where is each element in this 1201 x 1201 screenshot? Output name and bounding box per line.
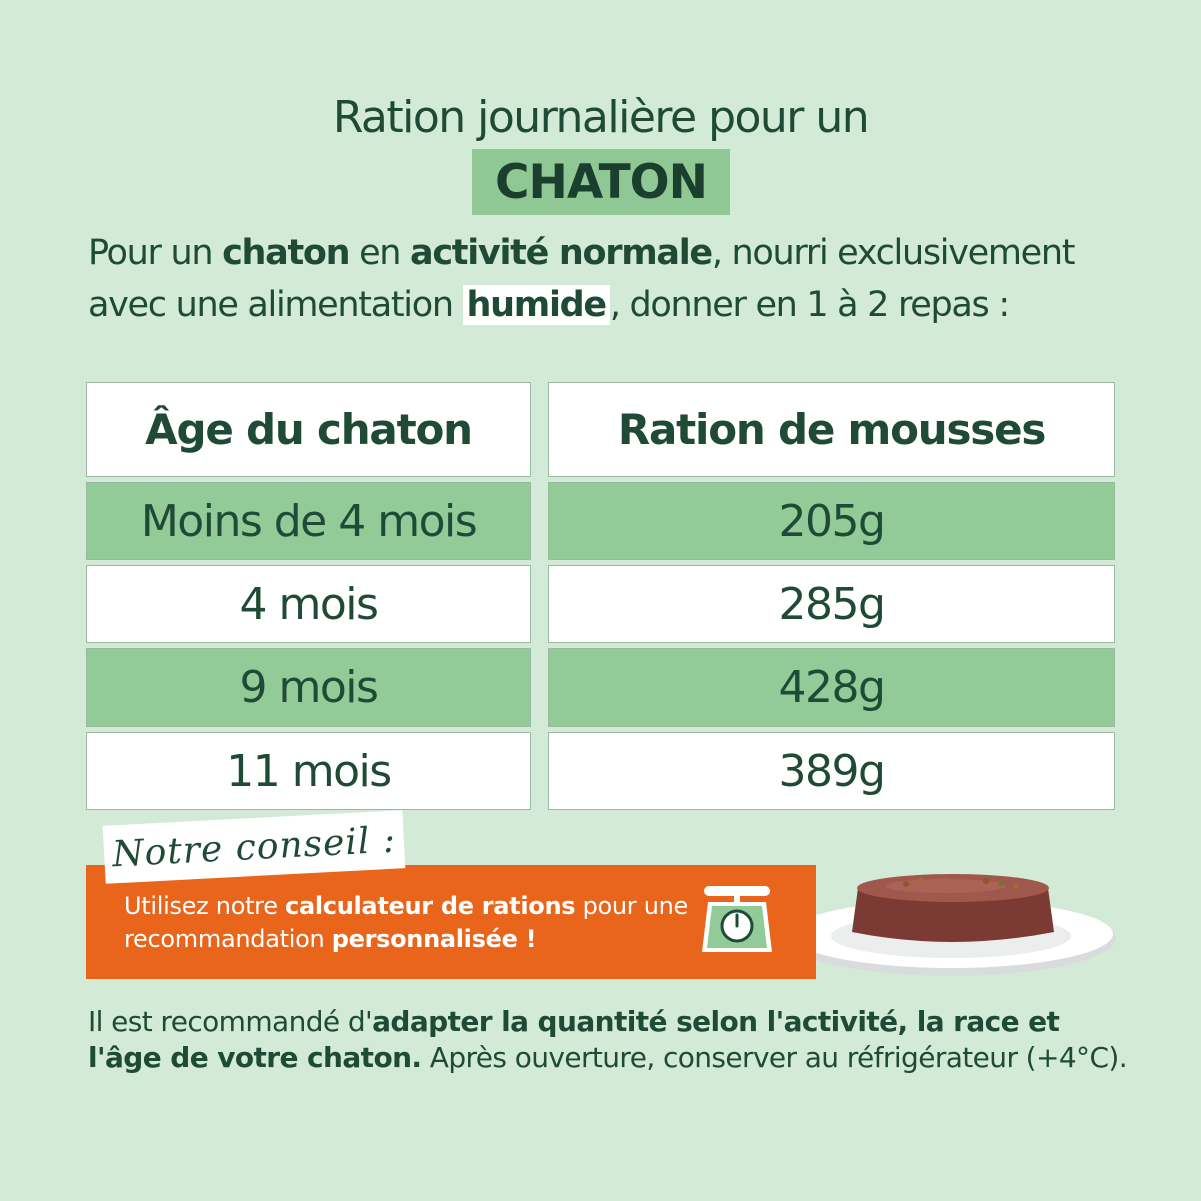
footer-text: Il est recommandé d' [88,1005,373,1038]
pate-on-plate-image [786,874,1116,976]
table-cell-ration: 205g [548,482,1115,560]
conseil-text-part: pour une recommandation [124,892,688,953]
table-cell-ration: 389g [548,732,1115,810]
conseil-banner [86,865,816,979]
page-title: Ration journalière pour un [332,92,870,143]
conseil-bold: personnalisée ! [331,925,537,953]
conseil-text-part: Utilisez notre [124,892,286,920]
table-cell-age: Moins de 4 mois [86,482,531,560]
table-header-age: Âge du chaton [86,382,531,477]
intro-bold: chaton [222,233,350,273]
conseil-text: Utilisez notre calculateur de rations po… [124,890,714,956]
table-cell-ration: 428g [548,648,1115,727]
intro-text: , nourri exclusivement avec une alimenta… [88,233,1076,325]
table-cell-age: 9 mois [86,648,531,727]
intro-text: en [349,233,411,273]
calculator-link[interactable]: calculateur de rations [285,892,576,920]
intro-text: , donner en 1 à 2 repas : [609,285,1010,325]
title-highlight: CHATON [472,149,730,215]
table-header-ration: Ration de mousses [548,382,1115,477]
table-cell-ration: 285g [548,565,1115,643]
table-cell-age: 4 mois [86,565,531,643]
table-cell-age: 11 mois [86,732,531,810]
footer-bold: adapter la quantité selon l'activité, la… [88,1005,1060,1074]
intro-paragraph: Pour un chaton en activité normale, nour… [88,227,1128,331]
footer-text: Après ouverture, conserver au réfrigérat… [421,1041,1128,1074]
footer-note: Il est recommandé d'adapter la quantité … [88,1004,1128,1076]
intro-bold: activité normale [410,233,713,273]
kitchen-scale-icon [702,886,772,952]
intro-bold-highlight: humide [462,285,610,325]
intro-text: Pour un [88,233,223,273]
